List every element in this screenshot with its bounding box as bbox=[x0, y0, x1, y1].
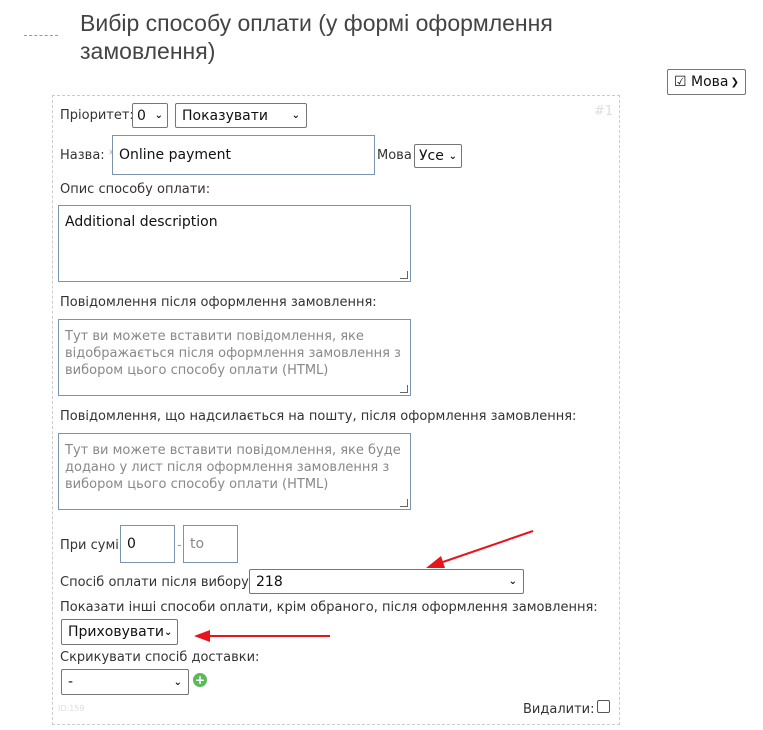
arrow-to-after-select bbox=[426, 530, 534, 568]
add-icon[interactable]: + bbox=[193, 673, 207, 687]
lang-value: Усе bbox=[419, 148, 444, 164]
priority-label: Пріоритет: bbox=[60, 108, 134, 123]
email-textarea[interactable]: Тут ви можете вставити повідомлення, яке… bbox=[58, 433, 411, 510]
sum-to-placeholder: to bbox=[190, 536, 205, 552]
after-value: 218 bbox=[256, 573, 283, 590]
name-input[interactable]: Online payment bbox=[112, 135, 375, 175]
msg-textarea[interactable]: Тут ви можете вставити повідомлення, яке… bbox=[58, 319, 411, 396]
chevron-down-icon: ❯ bbox=[730, 76, 739, 88]
page-title: Вибір способу оплати (у формі оформлення… bbox=[80, 10, 553, 64]
priority-value: 0 bbox=[137, 107, 146, 124]
visibility-select[interactable]: Показувати ⌄ bbox=[175, 103, 307, 128]
visibility-value: Показувати bbox=[182, 107, 268, 124]
language-toggle-select[interactable]: ☑ Мова ❯ bbox=[667, 69, 746, 95]
chevron-down-icon: ⌄ bbox=[291, 110, 300, 121]
delivery-select[interactable]: - ⌄ bbox=[61, 669, 189, 695]
others-select[interactable]: Приховувати ⌄ bbox=[61, 619, 178, 645]
lang-label: Мова bbox=[377, 148, 412, 163]
sum-to-input[interactable]: to bbox=[183, 525, 238, 563]
msg-label: Повідомлення після оформлення замовлення… bbox=[60, 295, 377, 310]
sum-label: При сумі: bbox=[60, 538, 124, 553]
chevron-down-icon: ⌄ bbox=[154, 110, 163, 121]
payment-method-card bbox=[52, 95, 620, 725]
priority-select[interactable]: 0 ⌄ bbox=[132, 103, 168, 128]
sum-from-input[interactable]: 0 bbox=[120, 525, 175, 563]
chevron-down-icon: ⌄ bbox=[448, 150, 457, 162]
card-number: #1 bbox=[594, 104, 614, 119]
language-toggle-label: ☑ Мова bbox=[674, 74, 729, 90]
lang-select[interactable]: Усе ⌄ bbox=[414, 144, 462, 168]
chevron-down-icon: ⌄ bbox=[508, 576, 517, 587]
resize-handle[interactable] bbox=[400, 385, 408, 393]
divider bbox=[24, 35, 58, 36]
desc-value: Additional description bbox=[65, 214, 218, 230]
email-placeholder: Тут ви можете вставити повідомлення, яке… bbox=[65, 443, 401, 492]
resize-handle[interactable] bbox=[400, 499, 408, 507]
after-select[interactable]: 218 ⌄ bbox=[249, 569, 524, 594]
email-label: Повідомлення, що надсилається на пошту, … bbox=[60, 409, 577, 424]
msg-placeholder: Тут ви можете вставити повідомлення, яке… bbox=[65, 329, 401, 378]
delete-label: Видалити: bbox=[523, 702, 595, 717]
after-label: Спосіб оплати після вибору: bbox=[60, 575, 254, 590]
id-text: ID:159 bbox=[58, 704, 85, 713]
others-value: Приховувати bbox=[68, 624, 164, 640]
delete-checkbox[interactable] bbox=[597, 700, 610, 713]
sum-separator: - bbox=[177, 538, 182, 553]
others-label: Показати інші способи оплати, крім обран… bbox=[60, 600, 598, 615]
desc-label: Опис способу оплати: bbox=[60, 182, 211, 197]
delivery-label: Скрикувати спосіб доставки: bbox=[60, 650, 260, 665]
arrow-to-others-select bbox=[194, 630, 330, 642]
resize-handle[interactable] bbox=[400, 271, 408, 279]
desc-textarea[interactable]: Additional description bbox=[58, 205, 411, 282]
name-label-text: Назва: bbox=[60, 148, 105, 163]
chevron-down-icon: ⌄ bbox=[173, 676, 182, 688]
delivery-value: - bbox=[68, 674, 74, 690]
chevron-down-icon: ⌄ bbox=[163, 626, 173, 638]
